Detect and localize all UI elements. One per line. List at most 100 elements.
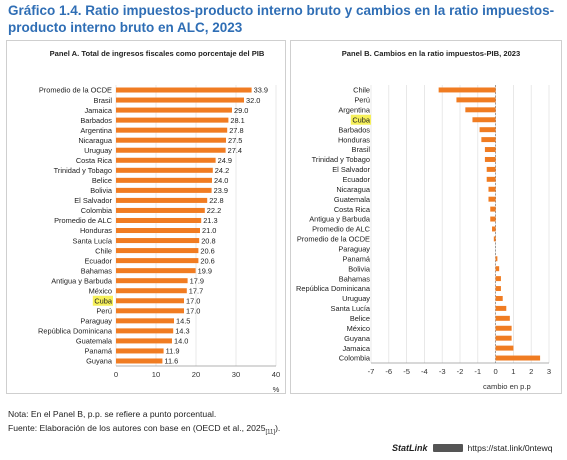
bar [116,127,228,133]
highlight-box [92,295,113,306]
category-label: México [347,324,370,333]
x-tick-label: -2 [457,367,464,376]
x-tick-label: -3 [439,367,446,376]
bar [116,328,174,334]
category-label: Honduras [338,135,370,144]
bar [116,288,187,294]
bar [495,286,501,292]
category-label: El Salvador [332,165,370,174]
category-label: Chile [353,86,370,95]
bar [495,345,514,351]
bar [116,177,212,183]
category-label: Argentina [80,126,113,135]
chart-title: Gráfico 1.4. Ratio impuestos-producto in… [8,3,555,35]
x-tick-label: 2 [529,367,533,376]
data-label: 29.0 [234,106,248,115]
category-label: Barbados [80,116,112,125]
category-label: Paraguay [338,245,370,254]
bar [486,176,496,182]
x-axis-label: % [273,385,280,393]
data-label: 11.9 [166,347,180,356]
category-label: Jamaica [84,106,112,115]
category-label: Costa Rica [76,156,113,165]
category-label: Belice [92,176,112,185]
footnote: Nota: En el Panel B, p.p. se refiere a p… [8,409,217,419]
bar [116,338,172,344]
x-tick-label: 1 [511,367,515,376]
category-label: Bahamas [81,266,113,275]
bar [116,97,244,103]
category-label: Jamaica [342,344,370,353]
bar [116,238,200,244]
data-label: 19.9 [198,266,212,275]
bar [116,248,199,254]
category-label: Honduras [80,226,112,235]
category-label: Santa Lucía [331,304,371,313]
source-suffix: ). [275,423,281,433]
category-label: Cuba [352,115,371,124]
category-label: Cuba [94,296,113,305]
statlink-url[interactable]: https://stat.link/0ntewq [467,443,553,453]
category-label: Bahamas [339,274,371,283]
bar [116,147,226,153]
bar [116,278,188,284]
statlink[interactable]: StatLink https://stat.link/0ntewq [392,443,553,453]
bar [484,147,496,153]
category-label: Ecuador [342,175,370,184]
data-label: 17.0 [186,296,200,305]
x-tick-label: 30 [232,370,240,379]
category-label: Barbados [338,125,370,134]
bar [495,276,501,282]
x-axis-label: cambio en p.p [483,382,531,391]
category-label: Colombia [339,354,371,363]
category-label: Promedio de ALC [312,225,371,234]
bar [484,156,496,162]
data-label: 32.0 [246,96,260,105]
data-label: 21.0 [202,226,216,235]
data-label: 17.7 [189,286,203,295]
category-label: Panamá [342,254,370,263]
data-label: 22.8 [209,196,223,205]
panel-b-title: Panel B. Cambios en la ratio impuestos-P… [341,49,521,58]
category-label: Chile [95,246,112,255]
x-tick-label: 0 [114,370,118,379]
bar [116,217,202,223]
data-label: 17.9 [190,276,204,285]
category-label: Colombia [81,206,113,215]
highlight-box [350,114,371,125]
bar [116,268,196,274]
category-label: Guyana [344,334,371,343]
data-label: 17.0 [186,307,200,316]
data-label: 22.2 [207,206,221,215]
panel-a-chart: 0 10 20 30 40 Promedio de la OCDE 33.9 Brasil 32… [38,85,280,393]
bar [493,236,496,242]
bar [495,305,507,311]
category-label: Panamá [84,347,112,356]
category-label: República Dominicana [38,327,113,336]
source-text: Fuente: Elaboración de los autores con b… [8,423,266,433]
category-label: Uruguay [342,294,370,303]
category-label: Antigua y Barbuda [309,215,371,224]
category-label: Promedio de la OCDE [39,86,112,95]
data-label: 20.8 [201,236,215,245]
bar [472,117,496,123]
category-label: Promedio de la OCDE [297,235,370,244]
bar [495,256,498,262]
category-label: Bolivia [348,264,371,273]
x-tick-label: 3 [547,367,551,376]
bar [116,207,205,213]
data-label: 11.6 [164,357,178,366]
data-label: 24.2 [215,166,229,175]
data-label: 27.5 [228,136,242,145]
category-label: Antigua y Barbuda [51,276,113,285]
bar [495,295,503,301]
category-label: República Dominicana [296,284,371,293]
category-label: Trinidad y Tobago [54,166,112,175]
x-tick-label: -7 [368,367,375,376]
data-label: 14.0 [174,337,188,346]
category-label: Perú [96,307,112,316]
x-tick-label: -5 [403,367,410,376]
bar [116,157,216,163]
x-tick-label: 0 [493,367,497,376]
category-label: Nicaragua [336,185,371,194]
